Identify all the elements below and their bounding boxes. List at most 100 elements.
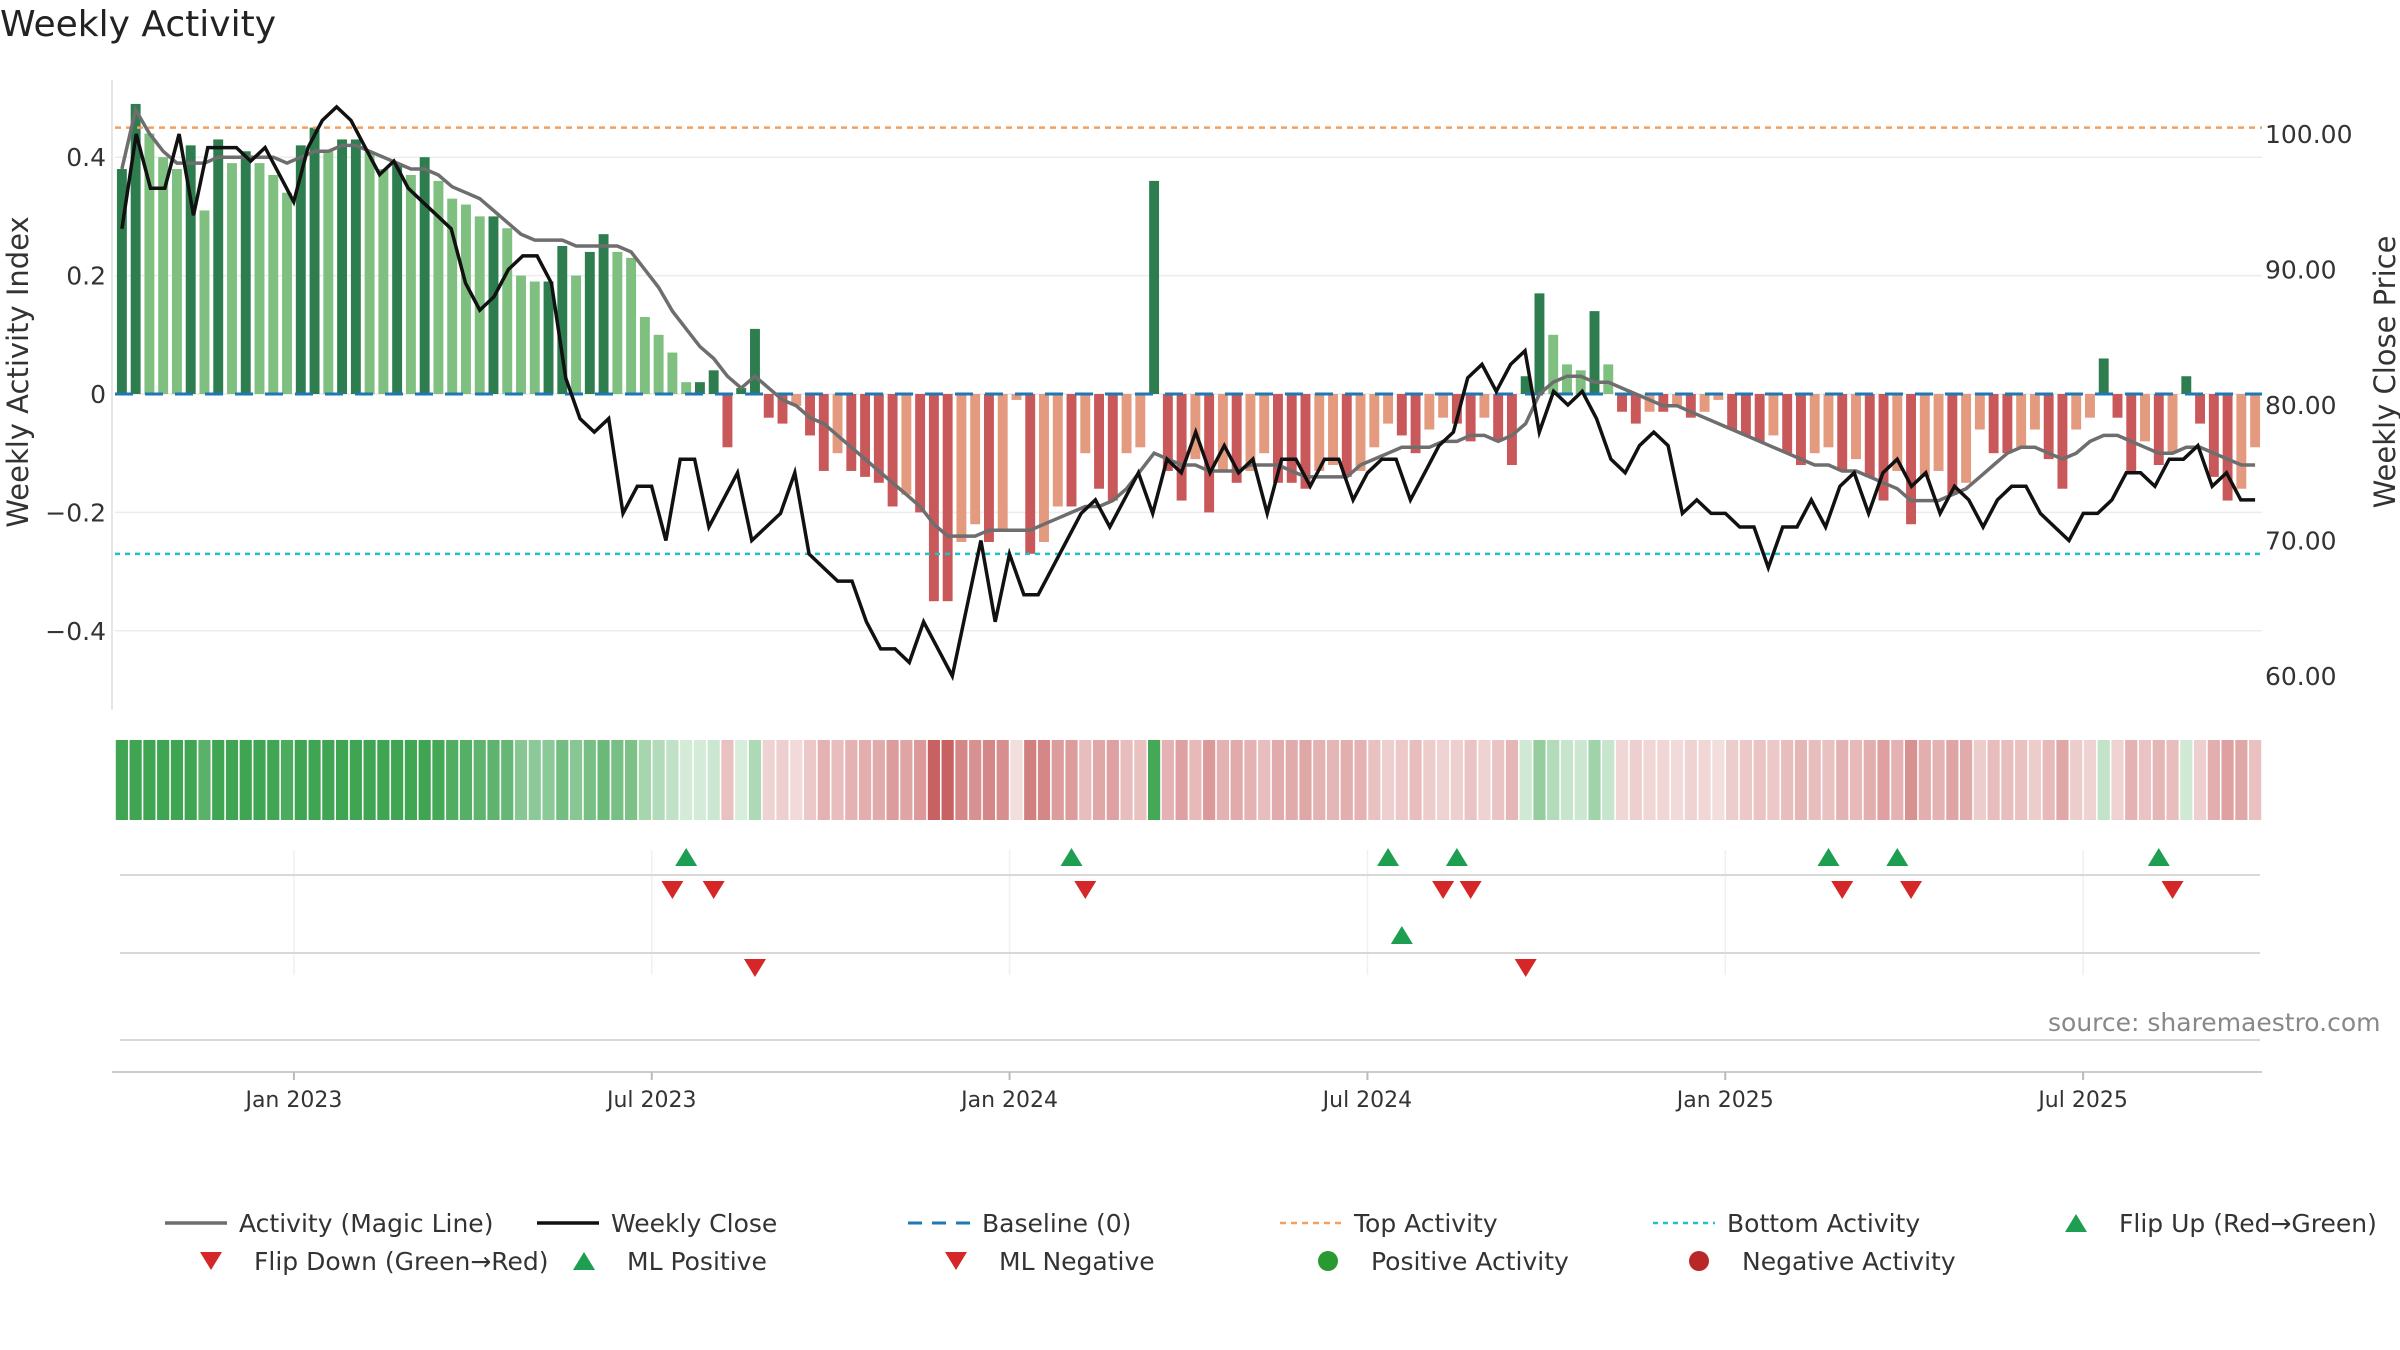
heat-cell — [1739, 740, 1752, 820]
flip-up-marker — [1886, 848, 1909, 866]
flip-down-marker — [702, 881, 725, 899]
heat-cell — [569, 740, 583, 820]
heat-cell — [391, 740, 404, 820]
heat-cell — [1450, 740, 1463, 820]
heat-cell — [2028, 740, 2041, 820]
heat-cell — [1010, 740, 1023, 820]
heat-cell — [157, 740, 170, 820]
heat-cell — [1368, 740, 1381, 820]
activity-bar — [1919, 394, 1930, 477]
activity-bar — [1754, 394, 1765, 442]
heat-cell — [1189, 740, 1202, 820]
heat-cell — [1271, 740, 1285, 820]
chart-title: Weekly Activity — [0, 4, 277, 45]
y-tick-label-right: 100.00 — [2265, 120, 2352, 149]
activity-bar — [378, 169, 389, 394]
heat-cell — [363, 740, 376, 820]
legend-item: Baseline (0) — [908, 1205, 1131, 1241]
circle-red-icon — [1689, 1251, 1709, 1271]
heat-cell — [487, 740, 500, 820]
activity-bar — [997, 394, 1008, 531]
heat-cell — [542, 740, 555, 820]
heat-cell — [858, 740, 872, 820]
y-tick-label-left: 0 — [90, 380, 106, 409]
heat-cell — [1960, 740, 1973, 820]
heat-cell — [267, 740, 280, 820]
activity-bar — [915, 394, 926, 513]
activity-bar — [2167, 394, 2178, 454]
heat-cell — [1244, 740, 1257, 820]
reference-lines — [115, 126, 2262, 556]
y-tick-label-left: −0.4 — [45, 617, 106, 646]
legend-item: Weekly Close — [537, 1205, 777, 1241]
activity-bar — [2085, 394, 2095, 418]
heat-cell — [1877, 740, 1890, 820]
activity-bar — [1851, 394, 1861, 460]
heat-cell — [1065, 740, 1078, 820]
flip-up-marker — [675, 848, 698, 866]
activity-bar — [2208, 394, 2219, 477]
heat-cell — [1299, 740, 1312, 820]
activity-bar — [1149, 180, 1160, 394]
flip-down-marker — [1831, 881, 1854, 899]
activity-bar — [130, 103, 141, 395]
activity-bar — [1837, 394, 1848, 471]
legend-label: Top Activity — [1354, 1208, 1498, 1238]
activity-bar — [2153, 394, 2164, 466]
activity-bar — [1630, 394, 1641, 424]
heat-cell — [1134, 740, 1147, 820]
heat-cell — [1161, 740, 1174, 820]
heat-cell — [349, 740, 362, 820]
activity-bar — [419, 157, 430, 394]
activity-bars — [116, 103, 2261, 602]
activity-bar — [1782, 394, 1793, 454]
heat-cell — [322, 740, 335, 820]
activity-bar — [433, 180, 444, 394]
dot-orange-icon — [1280, 1221, 1342, 1225]
activity-bar — [1465, 394, 1476, 442]
activity-bar — [2222, 394, 2233, 501]
activity-bar — [1961, 394, 1972, 483]
flip-up-marker — [1060, 848, 1083, 866]
heat-cell — [1987, 740, 2000, 820]
legend-label: Baseline (0) — [982, 1208, 1132, 1238]
heat-cell — [583, 740, 596, 820]
activity-bar — [1231, 394, 1242, 483]
flip-up-marker — [1817, 848, 1840, 866]
activity-bar — [1906, 394, 1917, 525]
y-tick-label-right: 70.00 — [2265, 527, 2337, 556]
activity-bar — [887, 394, 898, 507]
heat-cell — [1533, 740, 1546, 820]
activity-bar — [722, 394, 733, 448]
activity-bar — [639, 317, 650, 394]
activity-bar — [158, 157, 169, 394]
activity-bar — [502, 228, 513, 394]
activity-bar — [750, 328, 760, 394]
activity-bar — [1658, 394, 1669, 412]
triangle-up-green-icon — [573, 1252, 595, 1270]
activity-bar — [213, 139, 224, 394]
legend-label: ML Positive — [627, 1246, 767, 1276]
activity-bar — [1328, 394, 1338, 466]
heat-cell — [1092, 740, 1106, 820]
heat-cell — [1574, 740, 1587, 820]
y-tick-label-left: −0.2 — [45, 498, 106, 527]
heat-cell — [1560, 740, 1574, 820]
x-tick-label: Jul 2024 — [1321, 1088, 1413, 1113]
activity-bar — [1603, 364, 1614, 394]
heat-cell — [1932, 740, 1945, 820]
flip-down-marker — [1074, 881, 1097, 899]
activity-bar — [846, 394, 857, 471]
heat-cell — [2056, 740, 2069, 820]
triangle-down-red-icon — [200, 1252, 222, 1270]
heat-cell — [762, 740, 775, 820]
activity-bar — [1066, 394, 1077, 507]
weekly-activity-chart: 0.4 0.2 0 −0.2 −0.4 100.00 90.00 80.00 70.00 60.… — [1, 80, 2400, 1113]
activity-bar — [392, 163, 403, 394]
activity-bar — [571, 275, 582, 394]
heat-cell — [2125, 740, 2138, 820]
heat-cell — [1794, 740, 1808, 820]
heat-cell — [1822, 740, 1835, 820]
activity-bar — [694, 382, 705, 394]
activity-bar — [818, 394, 829, 471]
